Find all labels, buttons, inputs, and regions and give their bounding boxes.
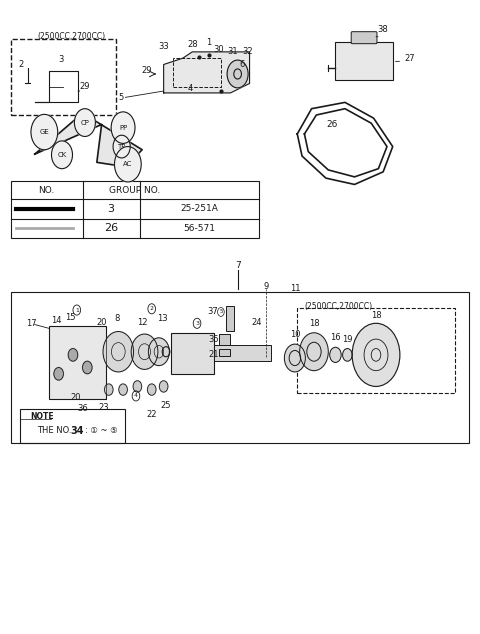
Text: 6: 6 [240, 60, 245, 69]
FancyBboxPatch shape [214, 346, 271, 361]
Text: TP: TP [118, 143, 126, 150]
Text: 56-571: 56-571 [183, 224, 216, 233]
Text: GE: GE [39, 129, 49, 135]
Circle shape [133, 381, 142, 392]
Text: 10: 10 [289, 330, 300, 339]
Text: CK: CK [58, 152, 67, 158]
Text: 8: 8 [114, 314, 120, 323]
Text: 19: 19 [342, 335, 353, 344]
Circle shape [105, 384, 113, 395]
Text: GROUP NO.: GROUP NO. [109, 186, 161, 195]
Text: 26: 26 [104, 223, 118, 233]
Text: 12: 12 [137, 318, 147, 327]
FancyBboxPatch shape [226, 306, 234, 331]
Text: 20: 20 [96, 318, 107, 327]
Text: 1: 1 [206, 38, 212, 47]
Circle shape [115, 146, 141, 182]
Text: : ① ~ ⑤: : ① ~ ⑤ [85, 426, 118, 435]
Text: 24: 24 [252, 318, 262, 327]
Text: 2: 2 [150, 306, 154, 311]
Text: 29: 29 [142, 67, 152, 75]
Circle shape [119, 384, 127, 395]
Text: THE NO.: THE NO. [37, 426, 72, 435]
Circle shape [227, 60, 248, 88]
Text: NOTE: NOTE [30, 412, 54, 421]
Circle shape [83, 361, 92, 374]
Polygon shape [35, 113, 142, 167]
Text: 34: 34 [71, 425, 84, 436]
Text: 30: 30 [213, 45, 224, 54]
Text: 20: 20 [70, 393, 81, 403]
Circle shape [352, 323, 400, 387]
Text: 5: 5 [219, 309, 223, 314]
Text: 37: 37 [208, 307, 218, 316]
Text: 3: 3 [59, 55, 64, 64]
Circle shape [343, 349, 352, 361]
Text: 4: 4 [187, 84, 192, 93]
Circle shape [51, 141, 72, 169]
Text: (2500CC,2700CC): (2500CC,2700CC) [37, 32, 105, 41]
Text: 22: 22 [146, 410, 157, 419]
Text: 25: 25 [161, 401, 171, 410]
Text: 31: 31 [228, 48, 238, 56]
Text: 15: 15 [65, 313, 76, 322]
FancyBboxPatch shape [218, 334, 230, 346]
Text: 38: 38 [378, 25, 388, 34]
Text: CP: CP [81, 120, 89, 126]
Text: 7: 7 [235, 261, 240, 269]
Circle shape [307, 342, 321, 361]
Circle shape [284, 344, 305, 372]
Text: 9: 9 [264, 282, 269, 291]
Text: 3: 3 [108, 204, 115, 214]
Text: 17: 17 [25, 319, 36, 328]
Text: 13: 13 [157, 314, 168, 323]
Circle shape [289, 351, 300, 366]
Text: 16: 16 [330, 333, 341, 342]
Circle shape [103, 332, 133, 372]
Circle shape [74, 108, 96, 136]
Text: 5: 5 [118, 93, 123, 102]
FancyBboxPatch shape [219, 349, 229, 356]
Text: 29: 29 [80, 82, 90, 91]
Text: 21: 21 [208, 350, 218, 359]
Circle shape [131, 334, 158, 370]
Text: 25-251A: 25-251A [180, 204, 218, 213]
Circle shape [330, 347, 341, 363]
FancyBboxPatch shape [351, 32, 377, 44]
Text: 33: 33 [158, 42, 169, 51]
Circle shape [148, 338, 169, 366]
Polygon shape [164, 52, 250, 93]
Text: 32: 32 [242, 48, 252, 56]
Circle shape [68, 349, 78, 361]
FancyBboxPatch shape [336, 42, 393, 81]
Text: PP: PP [119, 125, 127, 131]
Text: 35: 35 [208, 335, 218, 344]
Text: 27: 27 [404, 54, 415, 63]
Circle shape [113, 135, 130, 158]
Circle shape [159, 381, 168, 392]
Text: (2500CC,2700CC): (2500CC,2700CC) [304, 302, 372, 311]
Text: 36: 36 [77, 404, 88, 413]
Circle shape [111, 112, 135, 143]
Text: 3: 3 [195, 321, 199, 326]
Circle shape [54, 368, 63, 380]
Text: 14: 14 [51, 316, 61, 325]
Text: 2: 2 [19, 60, 24, 69]
Text: 28: 28 [187, 40, 198, 49]
Circle shape [300, 333, 328, 371]
Text: 18: 18 [371, 311, 381, 320]
Circle shape [147, 384, 156, 395]
Text: 26: 26 [326, 120, 337, 129]
Text: 23: 23 [99, 403, 109, 412]
Text: AC: AC [123, 161, 132, 167]
Text: 18: 18 [309, 319, 319, 328]
Text: 1: 1 [75, 307, 79, 313]
Circle shape [31, 114, 58, 150]
FancyBboxPatch shape [171, 333, 214, 374]
Text: 4: 4 [134, 394, 138, 398]
FancyBboxPatch shape [49, 327, 107, 399]
Text: NO.: NO. [38, 186, 55, 195]
Text: 11: 11 [289, 284, 300, 293]
